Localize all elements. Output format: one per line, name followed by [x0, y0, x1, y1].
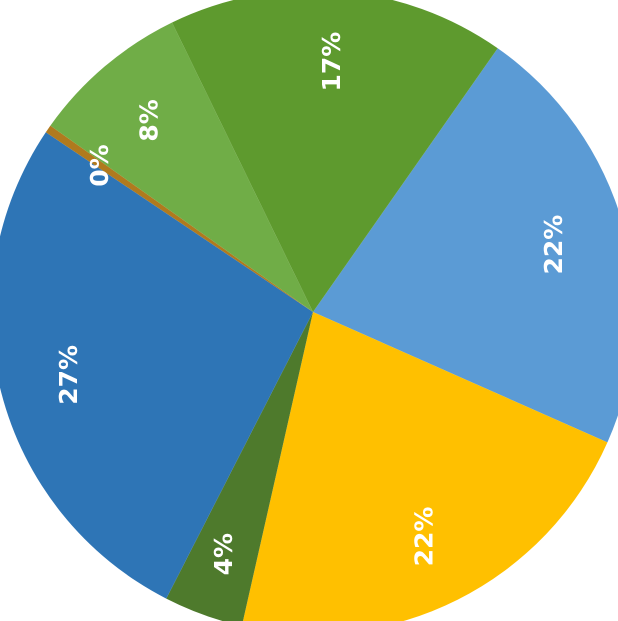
slice-label-5: 8% — [135, 99, 164, 141]
slice-label-2: 4% — [209, 533, 238, 575]
pie-slice-5 — [50, 22, 313, 312]
labels-layer: 22% 22% 4% 27% 0% 8% 17% — [54, 32, 568, 576]
slice-label-6: 17% — [317, 32, 346, 92]
pie-slice-6 — [172, 0, 498, 312]
pie-slice-3 — [0, 132, 313, 599]
pie-slice-2 — [166, 312, 313, 621]
slice-label-3: 27% — [54, 345, 83, 405]
pie-slice-1 — [242, 312, 608, 621]
slice-label-4: 0% — [85, 144, 114, 186]
slice-label-0: 22% — [539, 215, 568, 275]
slice-label-1: 22% — [410, 507, 439, 567]
pie-slice-0 — [313, 48, 618, 443]
pie-slice-4 — [45, 125, 313, 313]
